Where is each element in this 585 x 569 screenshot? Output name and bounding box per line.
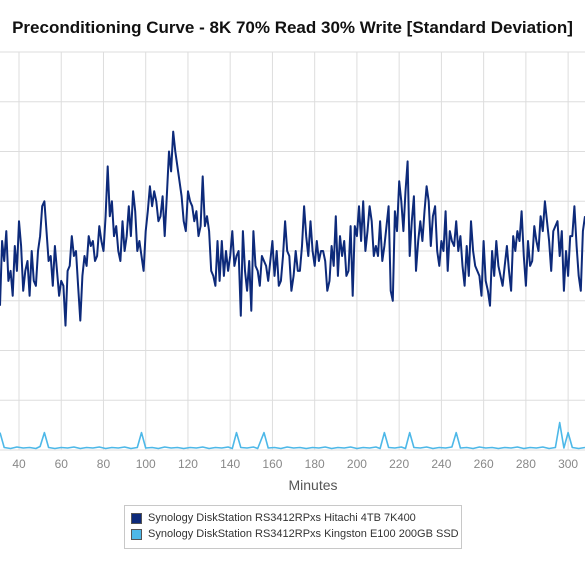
x-axis-title: Minutes — [288, 477, 337, 493]
x-tick-label: 120 — [178, 457, 198, 471]
x-tick-label: 80 — [97, 457, 111, 471]
legend-swatch-hitachi — [131, 512, 142, 524]
x-tick-label: 240 — [431, 457, 451, 471]
x-tick-label: 260 — [474, 457, 494, 471]
x-tick-label: 180 — [305, 457, 325, 471]
legend-label-hitachi: Synology DiskStation RS3412RPxs Hitachi … — [148, 512, 416, 525]
x-tick-label: 60 — [55, 457, 69, 471]
series-lines — [0, 130, 585, 450]
x-tick-label: 160 — [262, 457, 282, 471]
x-tick-label: 100 — [136, 457, 156, 471]
legend-item-kingston: Synology DiskStation RS3412RPxs Kingston… — [131, 528, 459, 544]
series-line-kingston — [0, 421, 585, 450]
x-tick-label: 220 — [389, 457, 409, 471]
x-tick-label: 280 — [516, 457, 536, 471]
x-tick-label: 40 — [12, 457, 26, 471]
x-tick-label: 300 — [558, 457, 578, 471]
grid-lines — [0, 51, 585, 451]
legend-label-kingston: Synology DiskStation RS3412RPxs Kingston… — [148, 528, 459, 541]
x-tick-labels: 40 60 80 100 120 140 160 180 200 220 240 260 280 300 — [12, 457, 578, 471]
legend-item-hitachi: Synology DiskStation RS3412RPxs Hitachi … — [131, 512, 416, 528]
legend-swatch-kingston — [131, 528, 142, 540]
x-tick-label: 200 — [347, 457, 367, 471]
chart-title: Preconditioning Curve - 8K 70% Read 30% … — [12, 18, 573, 37]
x-tick-label: 140 — [220, 457, 240, 471]
legend: Synology DiskStation RS3412RPxs Hitachi … — [124, 505, 462, 549]
series-line-hitachi — [0, 130, 585, 327]
